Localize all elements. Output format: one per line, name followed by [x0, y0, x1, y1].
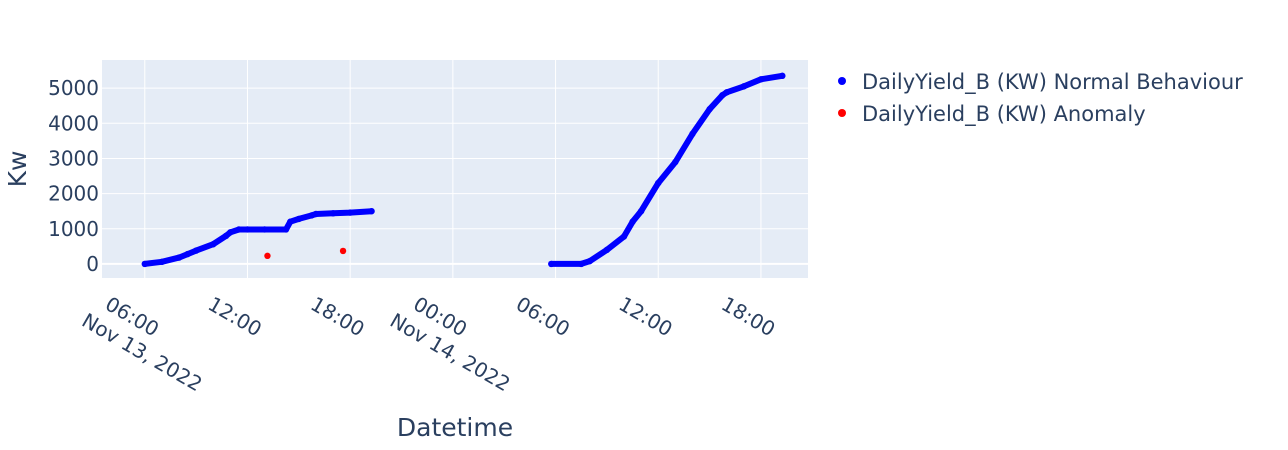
legend[interactable]: DailyYield_B (KW) Normal Behaviour Daily…	[838, 70, 1243, 127]
series-normal-behaviour-line	[548, 72, 786, 267]
x-tick: 18:00	[307, 292, 369, 342]
legend-marker-normal	[838, 77, 846, 85]
data-point-normal	[346, 209, 354, 216]
data-point-normal	[287, 218, 294, 225]
data-point-normal	[578, 260, 585, 268]
data-point-normal	[586, 257, 593, 265]
data-point-normal	[261, 226, 268, 233]
data-point-normal	[222, 232, 230, 240]
data-point-normal	[603, 246, 611, 254]
y-axis-ticks: 0 1000 2000 3000 4000 5000	[48, 76, 99, 276]
data-series	[141, 72, 786, 268]
data-point-normal	[329, 210, 337, 217]
y-tick-label: 3000	[48, 146, 99, 170]
data-point-normal	[368, 207, 375, 215]
y-tick-label: 5000	[48, 76, 99, 100]
data-point-normal	[637, 207, 645, 215]
data-point-normal	[192, 247, 200, 254]
x-tick-label: 18:00	[307, 292, 369, 342]
y-axis-title: Kw	[3, 151, 32, 188]
data-point-normal	[620, 233, 628, 240]
x-tick-label: 12:00	[615, 292, 677, 342]
data-point-normal	[227, 229, 234, 236]
x-tick: 12:00	[204, 292, 266, 342]
data-point-normal	[723, 89, 730, 96]
data-point-normal	[740, 83, 748, 90]
x-axis-title: Datetime	[397, 413, 513, 442]
data-point-normal	[244, 226, 251, 233]
data-point-normal	[548, 260, 555, 268]
data-point-normal	[282, 226, 290, 233]
x-tick: 12:00	[615, 292, 677, 342]
data-point-normal	[312, 210, 320, 218]
data-point-normal	[158, 258, 166, 266]
y-tick-label: 0	[86, 252, 99, 276]
data-point-normal	[295, 215, 303, 223]
data-point-normal	[706, 106, 713, 113]
data-point-normal	[184, 250, 191, 258]
x-tick-label: 12:00	[204, 292, 266, 342]
legend-label-normal[interactable]: DailyYield_B (KW) Normal Behaviour	[862, 70, 1243, 95]
x-tick: 18:00	[717, 292, 779, 342]
x-tick: 06:00	[512, 292, 574, 342]
data-point-anomaly	[339, 247, 347, 255]
data-point-normal	[629, 218, 636, 225]
y-tick-label: 1000	[48, 217, 99, 241]
data-point-normal	[141, 260, 148, 268]
x-tick-label: 18:00	[717, 292, 779, 342]
data-point-normal	[210, 241, 217, 248]
data-point-normal	[235, 226, 243, 233]
data-point-normal	[175, 254, 183, 261]
data-point-normal	[672, 158, 679, 166]
data-point-normal	[655, 179, 662, 187]
grid-lines	[102, 60, 808, 278]
data-point-normal	[757, 76, 765, 83]
legend-marker-anomaly	[838, 109, 846, 117]
y-tick-label: 2000	[48, 182, 99, 206]
data-point-anomaly	[264, 252, 271, 260]
y-tick-label: 4000	[48, 111, 99, 135]
x-tick-label: 06:00	[512, 292, 574, 342]
legend-label-anomaly[interactable]: DailyYield_B (KW) Anomaly	[862, 102, 1146, 127]
data-point-normal	[779, 72, 786, 80]
data-point-normal	[689, 130, 696, 138]
